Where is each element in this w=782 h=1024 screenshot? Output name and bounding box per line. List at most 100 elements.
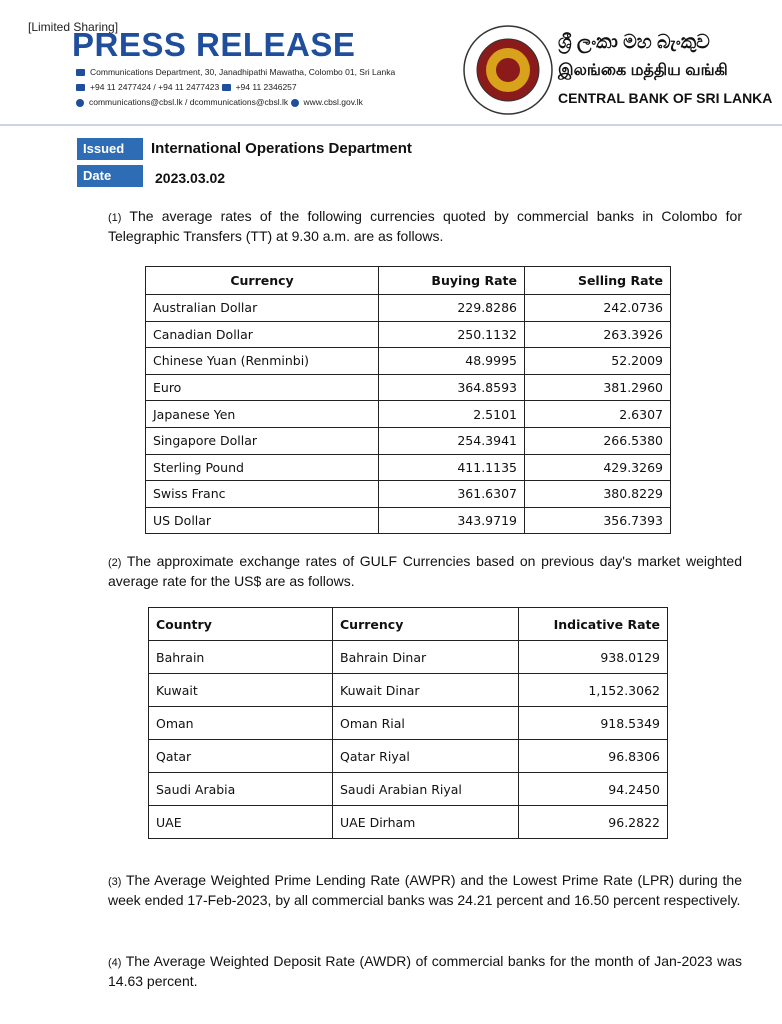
paragraph: (2) The approximate exchange rates of GU… bbox=[108, 552, 742, 590]
table-cell: Saudi Arabia bbox=[148, 772, 333, 806]
table-cell: 381.2960 bbox=[524, 373, 671, 402]
column-header: Selling Rate bbox=[524, 266, 671, 295]
header-row: Currency Buying Rate Selling Rate bbox=[145, 266, 671, 295]
table-cell: 361.6307 bbox=[378, 480, 525, 508]
paragraph: (4) The Average Weighted Deposit Rate (A… bbox=[108, 952, 742, 990]
table-cell: 411.1135 bbox=[378, 453, 525, 482]
table-cell: UAE Dirham bbox=[332, 805, 519, 839]
table-row: Chinese Yuan (Renminbi) 48.9995 52.2009 bbox=[145, 347, 671, 375]
table-cell: Euro bbox=[145, 373, 379, 402]
column-header: Currency bbox=[145, 266, 379, 295]
table-cell: Kuwait Dinar bbox=[332, 673, 519, 707]
phone-text: +94 11 2477424 / +94 11 2477423 bbox=[90, 82, 220, 92]
table-cell: 250.1132 bbox=[378, 320, 525, 349]
date: 2023.03.02 bbox=[155, 170, 226, 186]
table-cell: 48.9995 bbox=[378, 347, 525, 375]
paragraph-text: The Average Weighted Prime Lending Rate … bbox=[108, 872, 742, 908]
table-cell: Oman Rial bbox=[332, 706, 519, 740]
table-cell: 229.8286 bbox=[378, 294, 525, 322]
table-cell: 1,152.3062 bbox=[518, 673, 668, 707]
address: Communications Department, 30, Janadhipa… bbox=[76, 67, 395, 77]
table-cell: 380.8229 bbox=[524, 480, 671, 508]
header-row: Country Currency Indicative Rate bbox=[148, 607, 668, 641]
column-header: Indicative Rate bbox=[518, 607, 668, 641]
issued-by-label: Issued By bbox=[77, 138, 143, 178]
table-cell: Singapore Dollar bbox=[145, 426, 379, 455]
email-text: communications@cbsl.lk / dcommunications… bbox=[89, 97, 289, 107]
paragraph-text: The average rates of the following curre… bbox=[108, 208, 743, 244]
table-cell: 96.2822 bbox=[518, 805, 668, 839]
rates-table: Country Currency Indicative Rate Bahrain Bah… bbox=[148, 607, 668, 839]
table-cell: 364.8593 bbox=[378, 373, 525, 402]
table-row: Oman Oman Rial 918.5349 bbox=[148, 706, 668, 740]
table-row: US Dollar 343.9719 356.7393 bbox=[145, 506, 671, 535]
table-cell: Bahrain Dinar bbox=[332, 640, 519, 674]
rates-table: Currency Buying Rate Selling Rate Australia… bbox=[145, 266, 671, 535]
issued-by: International Operations Department bbox=[151, 140, 412, 157]
table-cell: 52.2009 bbox=[524, 347, 671, 375]
table-cell: 2.5101 bbox=[378, 400, 525, 428]
table-cell: 266.5380 bbox=[524, 426, 671, 455]
table-cell: Bahrain bbox=[148, 640, 333, 674]
web-text: www.cbsl.gov.lk bbox=[303, 97, 363, 107]
bank-name-sinhala: ශ්‍රී ලංකා මහ බැංකුව bbox=[558, 32, 710, 53]
table-row: Sterling Pound 411.1135 429.3269 bbox=[145, 453, 671, 482]
table-cell: Chinese Yuan (Renminbi) bbox=[145, 347, 379, 375]
table-cell: Japanese Yen bbox=[145, 400, 379, 428]
table-cell: Sterling Pound bbox=[145, 453, 379, 482]
table-cell: Oman bbox=[148, 706, 333, 740]
table-row: Swiss Franc 361.6307 380.8229 bbox=[145, 480, 671, 508]
table-row: Kuwait Kuwait Dinar 1,152.3062 bbox=[148, 673, 668, 707]
table-cell: 254.3941 bbox=[378, 426, 525, 455]
table-cell: Qatar bbox=[148, 739, 333, 773]
table-cell: Australian Dollar bbox=[145, 294, 379, 322]
table-cell: US Dollar bbox=[145, 506, 379, 535]
title: PRESS RELEASE bbox=[72, 26, 356, 63]
table-row: Euro 364.8593 381.2960 bbox=[145, 373, 671, 402]
logo bbox=[463, 25, 553, 115]
table-cell: 343.9719 bbox=[378, 506, 525, 535]
bank-name-english: CENTRAL BANK OF SRI LANKA bbox=[558, 90, 773, 106]
table-cell: 356.7393 bbox=[524, 506, 671, 535]
table-cell: 938.0129 bbox=[518, 640, 668, 674]
table-row: Singapore Dollar 254.3941 266.5380 bbox=[145, 426, 671, 455]
table-cell: Saudi Arabian Riyal bbox=[332, 772, 519, 806]
table-row: Canadian Dollar 250.1132 263.3926 bbox=[145, 320, 671, 349]
email: communications@cbsl.lk / dcommunications… bbox=[76, 97, 363, 107]
paragraph-number: (1) bbox=[108, 212, 122, 224]
date-label: Date bbox=[77, 165, 143, 187]
table-cell: Kuwait bbox=[148, 673, 333, 707]
table-row: Japanese Yen 2.5101 2.6307 bbox=[145, 400, 671, 428]
paragraph-text: The Average Weighted Deposit Rate (AWDR)… bbox=[108, 953, 743, 989]
table-row: UAE UAE Dirham 96.2822 bbox=[148, 805, 668, 839]
header-rule bbox=[0, 124, 782, 126]
table-row: Qatar Qatar Riyal 96.8306 bbox=[148, 739, 668, 773]
fax-text: +94 11 2346257 bbox=[235, 82, 297, 92]
bank-name-tamil: இலங்கை மத்திய வங்கி bbox=[558, 62, 728, 79]
phone: +94 11 2477424 / +94 11 2477423 +94 11 2… bbox=[76, 82, 297, 92]
table-cell: Qatar Riyal bbox=[332, 739, 519, 773]
column-header: Country bbox=[148, 607, 333, 641]
paragraph-number: (3) bbox=[108, 876, 122, 888]
paragraph-text: The approximate exchange rates of GULF C… bbox=[108, 553, 743, 589]
column-header: Currency bbox=[332, 607, 519, 641]
table-cell: 2.6307 bbox=[524, 400, 671, 428]
paragraph: (1) The average rates of the following c… bbox=[108, 207, 742, 245]
table-row: Saudi Arabia Saudi Arabian Riyal 94.2450 bbox=[148, 772, 668, 806]
table-cell: 429.3269 bbox=[524, 453, 671, 482]
table-cell: 94.2450 bbox=[518, 772, 668, 806]
table-cell: 918.5349 bbox=[518, 706, 668, 740]
banner: [Limited Sharing] bbox=[28, 20, 119, 34]
table-cell: Canadian Dollar bbox=[145, 320, 379, 349]
column-header: Buying Rate bbox=[378, 266, 525, 295]
table-cell: 242.0736 bbox=[524, 294, 671, 322]
table-cell: Swiss Franc bbox=[145, 480, 379, 508]
table-cell: 96.8306 bbox=[518, 739, 668, 773]
paragraph: (3) The Average Weighted Prime Lending R… bbox=[108, 871, 742, 909]
table-cell: UAE bbox=[148, 805, 333, 839]
table-cell: 263.3926 bbox=[524, 320, 671, 349]
address-text: Communications Department, 30, Janadhipa… bbox=[90, 67, 396, 77]
table-row: Bahrain Bahrain Dinar 938.0129 bbox=[148, 640, 668, 674]
paragraph-number: (2) bbox=[108, 557, 122, 569]
